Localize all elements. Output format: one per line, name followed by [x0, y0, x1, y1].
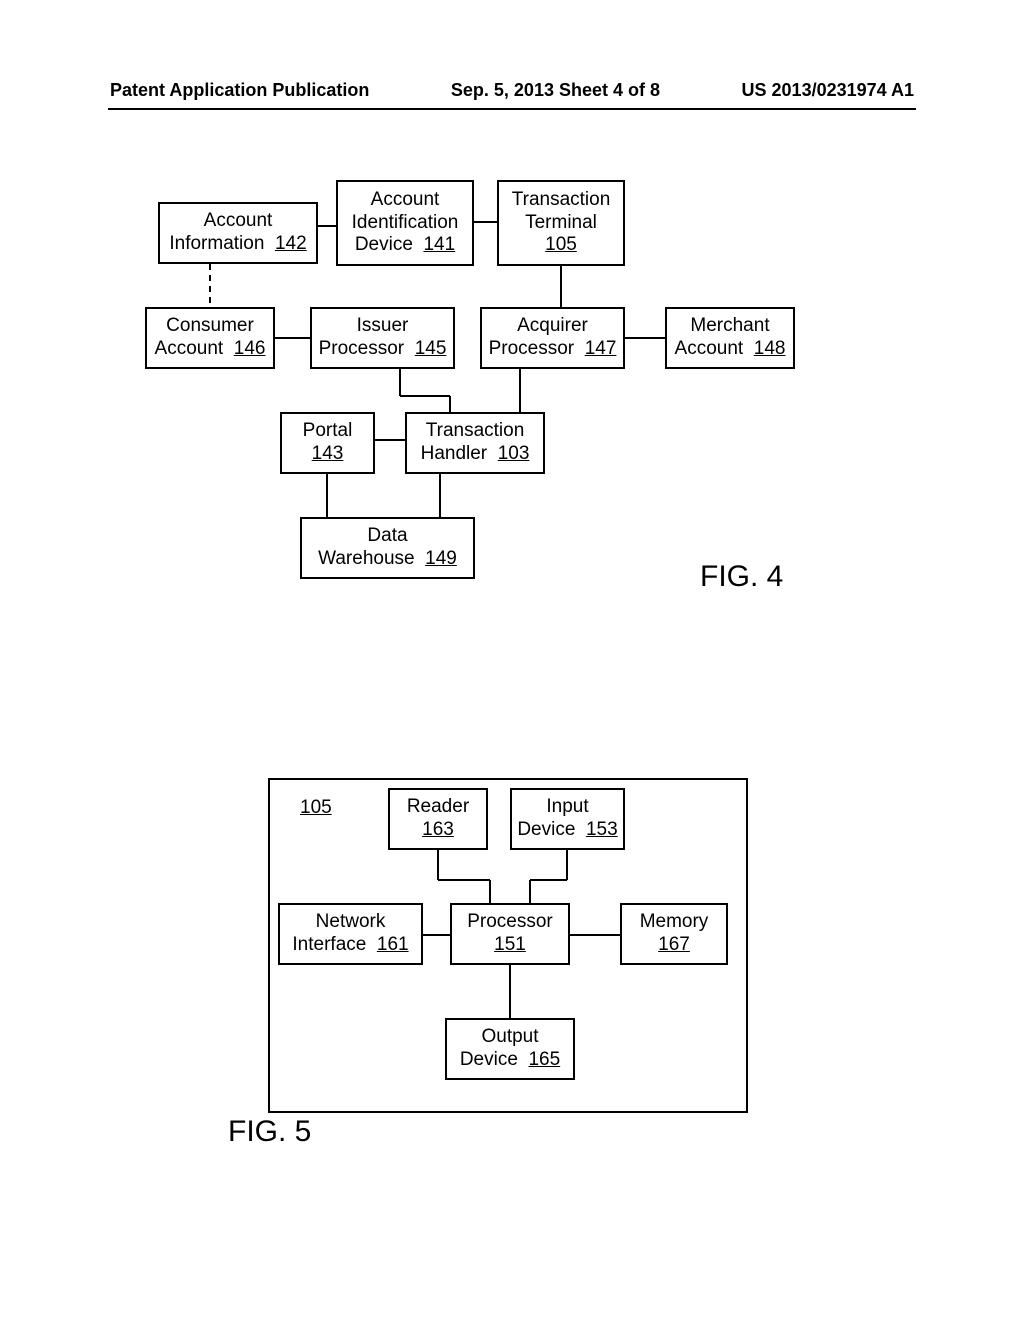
node-input-device: Input Device 153 — [510, 788, 625, 850]
line: Memory — [640, 911, 709, 934]
ref: 167 — [658, 934, 690, 955]
line: Reader — [407, 796, 469, 819]
line: Device 165 — [460, 1049, 560, 1072]
label: Interface — [292, 934, 366, 955]
ref: 153 — [586, 819, 618, 840]
node-processor: Processor 151 — [450, 903, 570, 965]
line: Input — [546, 796, 588, 819]
fig5-container-ref: 105 — [300, 797, 332, 819]
node-network-interface: Network Interface 161 — [278, 903, 423, 965]
node-reader: Reader 163 — [388, 788, 488, 850]
line: Processor — [467, 911, 553, 934]
figure-5-caption: FIG. 5 — [228, 1115, 311, 1149]
label: Device — [460, 1049, 518, 1070]
line: Interface 161 — [292, 934, 408, 957]
line: Network — [316, 911, 386, 934]
patent-page: Patent Application Publication Sep. 5, 2… — [0, 0, 1024, 1320]
ref: 163 — [422, 819, 454, 840]
line: Output — [481, 1026, 538, 1049]
label: Device — [517, 819, 575, 840]
ref: 165 — [528, 1049, 560, 1070]
ref: 161 — [377, 934, 409, 955]
node-output-device: Output Device 165 — [445, 1018, 575, 1080]
node-memory: Memory 167 — [620, 903, 728, 965]
ref: 151 — [494, 934, 526, 955]
line: Device 153 — [517, 819, 617, 842]
figure-5: 105 Reader 163 Input Device 153 Network … — [0, 0, 1024, 1320]
fig5-edges — [0, 0, 1024, 1320]
